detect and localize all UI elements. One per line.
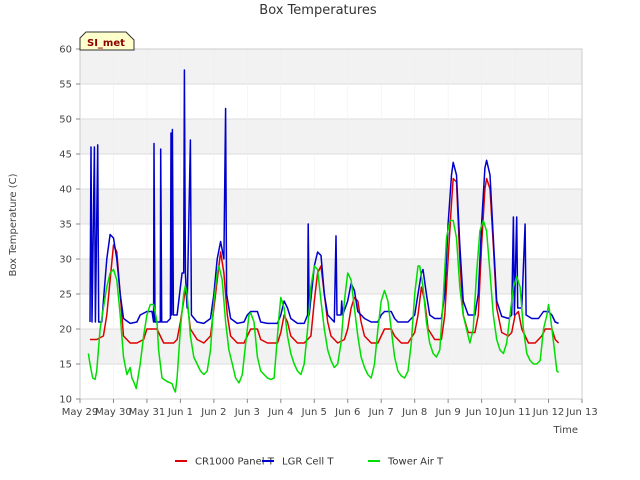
x-tick-label: Jun 5 — [301, 407, 327, 418]
chart-title: Box Temperatures — [259, 3, 377, 18]
x-tick-label: Jun 1 — [167, 407, 193, 418]
x-tick-label: Jun 6 — [334, 407, 360, 418]
x-tick-label: May 30 — [95, 407, 132, 418]
x-tick-label: Jun 12 — [532, 407, 565, 418]
y-tick-label: 15 — [59, 360, 72, 371]
x-tick-label: May 29 — [62, 407, 99, 418]
x-tick-label: Jun 11 — [498, 407, 531, 418]
x-tick-label: Jun 2 — [200, 407, 226, 418]
y-tick-label: 25 — [59, 290, 72, 301]
series-line-cr1000-panel-t — [90, 177, 560, 344]
x-tick-label: Jun 3 — [234, 407, 260, 418]
plot-band — [80, 119, 582, 154]
x-tick-label: Jun 8 — [401, 407, 427, 418]
site-badge-label: SI_met — [87, 38, 125, 49]
y-tick-label: 30 — [59, 255, 72, 266]
y-tick-label: 55 — [59, 80, 72, 91]
x-tick-label: Jun 7 — [368, 407, 394, 418]
y-tick-label: 35 — [59, 220, 72, 231]
legend-label: CR1000 Panel T — [195, 457, 275, 468]
x-tick-label: Jun 4 — [267, 407, 293, 418]
y-tick-label: 40 — [59, 185, 72, 196]
plot-band — [80, 49, 582, 84]
legend-label: Tower Air T — [387, 457, 444, 468]
series-line-tower-air-t — [87, 219, 560, 393]
legend: CR1000 Panel T LGR Cell T Tower Air T — [175, 457, 444, 468]
plot-bands — [80, 49, 582, 364]
site-badge-box — [79, 31, 135, 51]
x-axis-title: Time — [553, 425, 578, 436]
y-tick-label: 50 — [59, 115, 72, 126]
legend-label: LGR Cell T — [282, 457, 334, 468]
y-axis: 10 15 20 25 30 35 40 45 50 55 60 — [59, 45, 80, 406]
y-tick-label: 60 — [59, 45, 72, 56]
plot-band — [80, 189, 582, 224]
site-badge: SI_met — [79, 31, 135, 51]
y-axis-title: Box Temperature (C) — [8, 173, 19, 276]
x-tick-label: Jun 10 — [465, 407, 498, 418]
y-tick-label: 20 — [59, 325, 72, 336]
y-tick-label: 45 — [59, 150, 72, 161]
plot-band — [80, 259, 582, 294]
series-lines — [87, 69, 560, 393]
x-tick-label: May 31 — [129, 407, 166, 418]
x-tick-label: Jun 9 — [435, 407, 461, 418]
x-tick-label: Jun 13 — [565, 407, 598, 418]
series-line-lgr-cell-t — [89, 69, 559, 325]
y-tick-label: 10 — [59, 395, 72, 406]
